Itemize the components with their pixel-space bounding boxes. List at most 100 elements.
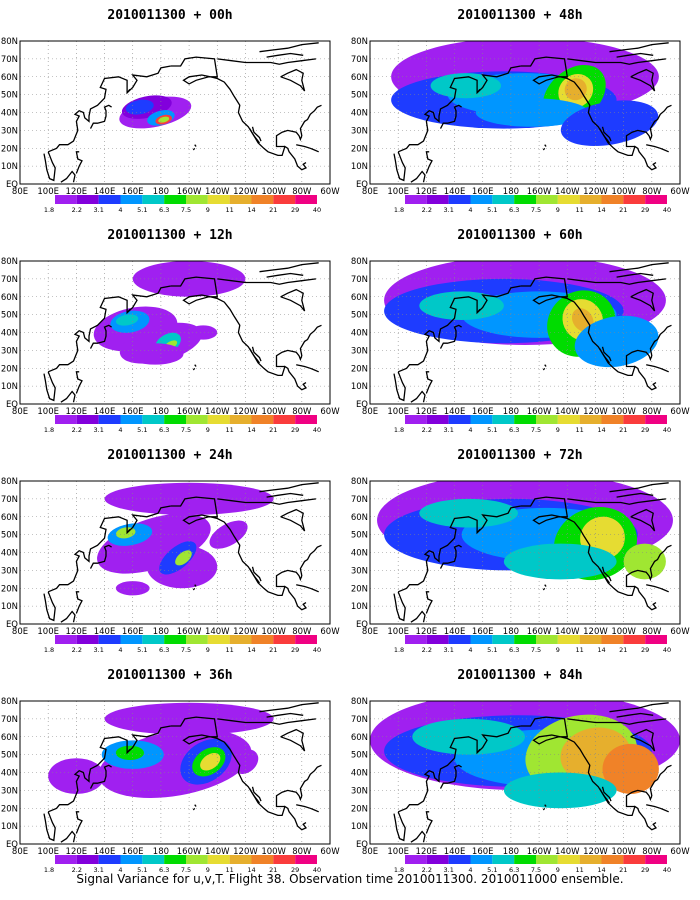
colorbar-label: 7.5 xyxy=(181,426,191,434)
variance-contour xyxy=(419,291,504,320)
lon-tick-label: 140W xyxy=(205,407,230,417)
lat-tick-label: 30N xyxy=(1,566,18,576)
lon-tick-label: 160E xyxy=(122,187,144,197)
lon-tick-label: 100W xyxy=(261,407,286,417)
coastline xyxy=(397,65,521,153)
coastline xyxy=(275,764,322,808)
coastline xyxy=(567,498,666,505)
coastline xyxy=(630,508,656,532)
lat-tick-label: 80N xyxy=(351,37,368,47)
lon-tick-label: 120E xyxy=(416,407,438,417)
lon-tick-label: 140E xyxy=(444,187,466,197)
lon-tick-label: 100W xyxy=(611,407,636,417)
coastline xyxy=(280,508,306,532)
lon-tick-label: 120E xyxy=(416,627,438,637)
lon-tick-label: 140W xyxy=(555,187,580,197)
lon-tick-label: 80E xyxy=(12,187,28,197)
coastline xyxy=(439,104,462,129)
map-panel: 2010011300 + 24h 80N 70N 60N 50N 40N 30N 20N 10N… xyxy=(0,448,340,663)
colorbar-swatch xyxy=(623,855,646,864)
lon-tick-label: 140E xyxy=(444,627,466,637)
lat-tick-label: 50N xyxy=(1,311,18,321)
colorbar-label: 3.1 xyxy=(94,866,104,874)
coastline xyxy=(410,390,426,403)
colorbar-label: 7.5 xyxy=(181,206,191,214)
coastline xyxy=(280,728,306,752)
lon-tick-label: 140E xyxy=(94,627,116,637)
lon-tick-label: 180 xyxy=(503,187,519,197)
colorbar-swatch xyxy=(623,635,646,644)
coastline xyxy=(646,584,669,593)
colorbar-swatch xyxy=(645,855,667,864)
coastline xyxy=(393,811,406,842)
lat-tick-label: 60N xyxy=(351,733,368,743)
colorbar-label: 21 xyxy=(619,426,627,434)
lat-tick-label: 30N xyxy=(351,346,368,356)
colorbar-swatch xyxy=(492,855,515,864)
colorbar-label: 29 xyxy=(291,426,299,434)
colorbar: 1.8 2.2 3.1 4 5.1 6.3 7.5 9 11 14 21 29 40 xyxy=(394,635,671,654)
panel-title: 2010011300 + 48h xyxy=(457,8,583,23)
coastline xyxy=(266,272,304,278)
colorbar-label: 11 xyxy=(226,646,234,654)
coastline xyxy=(43,591,56,622)
lon-tick-label: 140W xyxy=(205,187,230,197)
lat-tick-label: 60N xyxy=(1,513,18,523)
colorbar-swatch xyxy=(557,195,580,204)
coastline xyxy=(599,788,611,804)
colorbar-swatch xyxy=(536,635,558,644)
lon-tick-label: 120W xyxy=(583,407,608,417)
variance-contour xyxy=(602,743,659,794)
coastline xyxy=(476,528,481,534)
lat-tick-label: 10N xyxy=(1,602,18,612)
colorbar-swatch xyxy=(601,855,624,864)
colorbar-label: 6.3 xyxy=(509,426,519,434)
colorbar-swatch xyxy=(405,415,427,424)
lon-tick-label: 80E xyxy=(12,407,28,417)
lon-tick-label: 160W xyxy=(177,187,202,197)
colorbar-label: 7.5 xyxy=(531,206,541,214)
map-frame xyxy=(369,700,681,845)
lat-tick-label: 10N xyxy=(1,162,18,172)
colorbar-swatch xyxy=(426,855,449,864)
colorbar-label: 4 xyxy=(118,206,122,214)
coastline xyxy=(217,498,316,505)
coastline xyxy=(393,151,406,182)
colorbar-label: 3.1 xyxy=(444,646,454,654)
lat-tick-label: 20N xyxy=(1,144,18,154)
colorbar-label: 5.1 xyxy=(137,206,147,214)
colorbar-swatch xyxy=(295,635,317,644)
lat-tick-label: 50N xyxy=(351,751,368,761)
coastline xyxy=(609,42,669,53)
lat-tick-label: EQ xyxy=(6,840,18,850)
coastline xyxy=(397,505,521,593)
coastline xyxy=(75,591,83,614)
lat-tick-label: 30N xyxy=(1,346,18,356)
colorbar-swatch xyxy=(229,855,252,864)
colorbar-label: 5.1 xyxy=(137,426,147,434)
coastline xyxy=(259,702,319,713)
lat-tick-label: 70N xyxy=(351,275,368,285)
coastline xyxy=(249,348,261,364)
coastline xyxy=(476,308,481,314)
colorbar-label: 6.3 xyxy=(509,206,519,214)
colorbar-label: 11 xyxy=(576,206,584,214)
coastline xyxy=(47,725,171,813)
lon-tick-label: 160E xyxy=(472,847,494,857)
lon-tick-label: 140E xyxy=(94,847,116,857)
lon-tick-label: 60W xyxy=(670,627,690,637)
colorbar-swatch xyxy=(405,635,427,644)
variance-field xyxy=(370,701,680,809)
lat-tick-label: 30N xyxy=(1,786,18,796)
panel-title: 2010011300 + 12h xyxy=(107,228,233,243)
coastline xyxy=(75,371,83,394)
coastline xyxy=(259,482,319,493)
colorbar-label: 14 xyxy=(247,426,255,434)
lon-tick-label: 80W xyxy=(292,407,312,417)
variance-contour xyxy=(571,308,594,332)
coastline xyxy=(625,324,672,368)
coastline xyxy=(194,584,197,587)
coastline xyxy=(296,364,319,373)
map-panel: 2010011300 + 48h 80N 70N 60N 50N 40N 30N 20N 10N… xyxy=(350,8,690,223)
lat-tick-label: 50N xyxy=(1,91,18,101)
